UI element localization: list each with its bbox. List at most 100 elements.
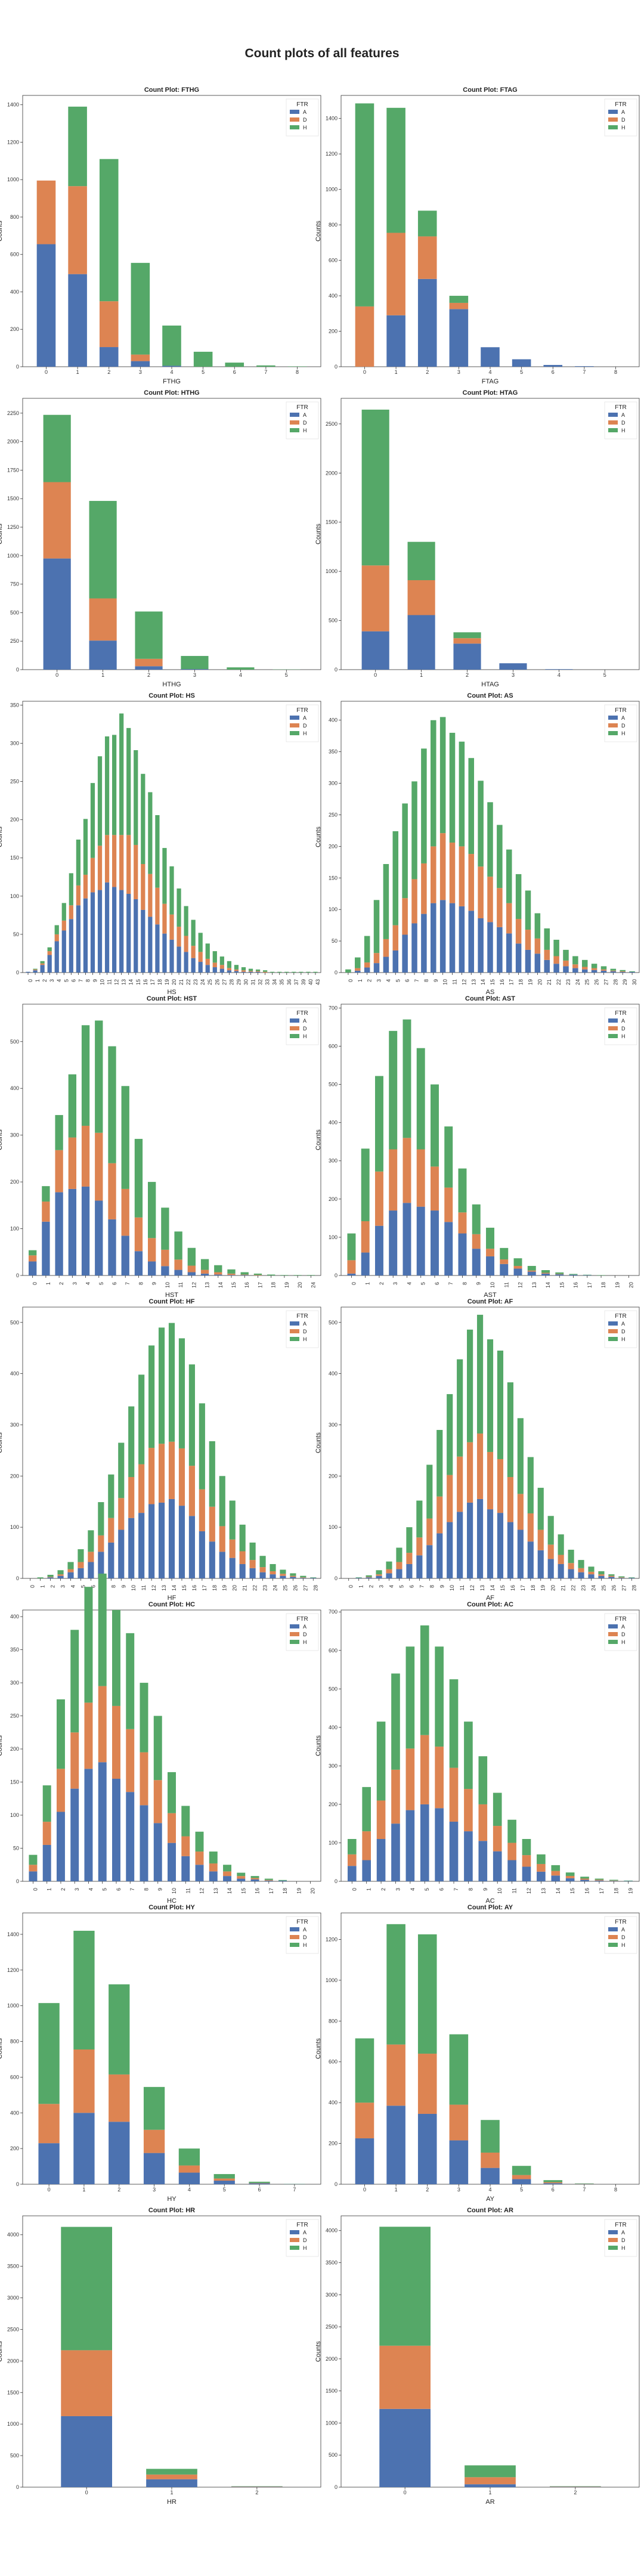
bar-D-0 <box>361 565 389 631</box>
x-tick-label: 1 <box>40 1585 46 1588</box>
legend-title: FTR <box>615 1313 626 1320</box>
bar-D-1 <box>361 1221 370 1253</box>
bar-H-1 <box>89 501 117 599</box>
legend-label-A: A <box>621 715 625 721</box>
bar-D-21 <box>558 1555 564 1564</box>
y-axis-label: Counts <box>0 826 4 847</box>
x-tick-label: 0 <box>55 672 58 678</box>
x-tick-label: 22 <box>556 979 562 985</box>
bar-H-14 <box>168 1323 175 1442</box>
y-tick-label: 400 <box>10 1085 19 1091</box>
bar-A-7 <box>76 905 80 973</box>
x-axis-label: AST <box>484 1292 497 1299</box>
legend-swatch-H <box>608 1640 618 1644</box>
x-tick-label: 14 <box>218 1282 224 1288</box>
bar-A-9 <box>436 1533 443 1578</box>
y-axis-label: Counts <box>0 1735 4 1756</box>
legend-swatch-D <box>608 723 618 727</box>
bar-H-21 <box>239 1524 246 1552</box>
y-axis-label: Counts <box>315 2341 322 2362</box>
bar-A-9 <box>431 903 436 973</box>
y-axis-label: Counts <box>0 221 4 242</box>
x-tick-label: 13 <box>161 1585 167 1591</box>
chart-AS: Count Plot: AS050100150200250300350400Co… <box>315 692 640 996</box>
bar-D-11 <box>507 1843 516 1860</box>
bar-A-0 <box>347 1866 357 1881</box>
bar-A-14 <box>478 918 484 973</box>
bar-H-8 <box>287 366 307 367</box>
bar-H-8 <box>134 1138 143 1218</box>
x-tick-label: 2 <box>367 979 373 982</box>
x-tick-label: 14 <box>171 1585 177 1591</box>
bar-D-19 <box>537 1530 544 1550</box>
x-tick-label: 29 <box>236 979 242 985</box>
y-tick-label: 2000 <box>7 439 19 445</box>
x-tick-label: 25 <box>584 979 590 985</box>
bar-D-12 <box>187 1265 196 1272</box>
legend-label-A: A <box>621 1321 625 1327</box>
bar-D-6 <box>402 898 408 935</box>
bar-H-11 <box>500 1247 509 1260</box>
bar-D-18 <box>209 1506 215 1542</box>
bar-D-8 <box>458 1212 467 1234</box>
bar-A-15 <box>497 1513 504 1578</box>
bar-A-19 <box>162 933 167 973</box>
bar-H-19 <box>537 1488 544 1530</box>
x-tick-label: 23 <box>262 1585 268 1591</box>
bar-A-12 <box>112 887 117 973</box>
y-tick-label: 700 <box>329 1609 338 1615</box>
bar-H-10 <box>439 717 446 834</box>
x-tick-label: 21 <box>561 1585 566 1591</box>
x-axis-label: AF <box>486 1594 494 1602</box>
x-tick-label: 1 <box>47 1888 52 1891</box>
bar-A-13 <box>468 911 475 973</box>
bar-A-1 <box>407 615 435 670</box>
bar-D-1 <box>146 2474 197 2479</box>
y-tick-label: 300 <box>329 1422 338 1428</box>
legend-swatch-H <box>608 731 618 735</box>
x-tick-label: 12 <box>151 1585 157 1591</box>
bar-D-23 <box>259 1567 266 1572</box>
bar-H-4 <box>84 1587 93 1703</box>
bar-H-9 <box>148 1182 156 1239</box>
y-tick-label: 200 <box>329 2141 338 2147</box>
chart-title: Count Plot: AS <box>467 692 513 699</box>
bar-H-6 <box>406 1527 413 1553</box>
bar-D-26 <box>290 1575 296 1577</box>
bar-D-7 <box>449 1767 459 1822</box>
bar-H-13 <box>209 1852 218 1864</box>
bar-H-27 <box>600 966 607 970</box>
bar-H-2 <box>47 1574 54 1577</box>
x-tick-label: 7 <box>125 1282 131 1285</box>
bar-H-1 <box>362 1787 371 1832</box>
bar-D-5 <box>420 1735 429 1804</box>
bar-D-11 <box>449 843 456 903</box>
bar-H-6 <box>88 1530 94 1552</box>
bar-H-2 <box>40 961 45 964</box>
bar-A-1 <box>33 970 38 973</box>
x-tick-label: 2 <box>379 1282 385 1285</box>
bar-H-14 <box>223 1865 231 1872</box>
bar-D-0 <box>43 482 71 559</box>
bar-A-2 <box>135 666 163 670</box>
legend-title: FTR <box>615 1010 626 1017</box>
legend-label-H: H <box>303 125 307 131</box>
legend-title: FTR <box>296 1313 308 1320</box>
bar-D-0 <box>355 2103 374 2139</box>
bar-H-2 <box>99 159 119 302</box>
x-tick-label: 11 <box>185 1888 191 1893</box>
legend-label-D: D <box>621 117 626 123</box>
x-tick-label: 14 <box>555 1888 561 1894</box>
bar-D-6 <box>249 2182 270 2184</box>
x-tick-label: 8 <box>110 1585 116 1588</box>
x-tick-label: 15 <box>559 1282 565 1288</box>
x-axis-label: AR <box>485 2498 494 2506</box>
x-tick-label: 20 <box>171 979 177 985</box>
y-tick-label: 1000 <box>7 177 19 182</box>
bar-H-8 <box>426 1465 433 1519</box>
y-tick-label: 500 <box>10 2453 19 2459</box>
bar-A-25 <box>581 969 588 973</box>
bar-H-12 <box>195 1831 204 1852</box>
